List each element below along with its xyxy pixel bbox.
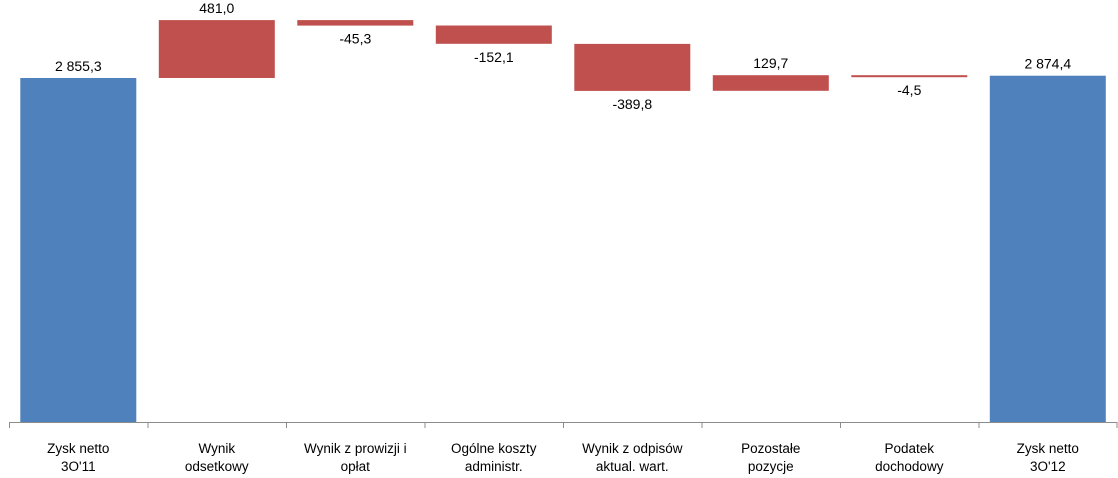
bar-2 <box>158 20 275 79</box>
bar-3 <box>297 20 414 26</box>
bar-6 <box>712 75 829 91</box>
value-label-7: -4,5 <box>897 82 921 98</box>
category-label-4-line-2: administr. <box>465 459 523 474</box>
category-label-6-line-1: Pozostałe <box>741 441 800 456</box>
category-label-8-line-1: Zysk netto <box>1017 441 1079 456</box>
x-axis <box>9 422 1118 428</box>
category-label-3-line-1: Wynik z prowizji i <box>304 441 407 456</box>
category-label-1-line-2: 3O'11 <box>61 459 96 474</box>
value-label-4: -152,1 <box>474 49 514 65</box>
category-label-5-line-1: Wynik z odpisów <box>582 441 683 456</box>
category-label-6-line-2: pozycje <box>748 459 794 474</box>
bar-8 <box>989 75 1106 422</box>
value-label-2: 481,0 <box>199 0 234 16</box>
value-label-5: -389,8 <box>612 96 652 112</box>
category-label-5-line-2: aktual. wart. <box>596 459 669 474</box>
value-label-1: 2 855,3 <box>55 58 102 74</box>
category-label-3-line-2: opłat <box>341 459 371 474</box>
category-label-4-line-1: Ogólne koszty <box>451 441 537 456</box>
bar-1 <box>20 78 137 422</box>
category-label-8-line-2: 3O'12 <box>1030 459 1066 474</box>
value-label-3: -45,3 <box>339 31 371 47</box>
category-label-7-line-2: dochodowy <box>875 459 944 474</box>
value-label-8: 2 874,4 <box>1024 56 1071 72</box>
value-label-6: 129,7 <box>753 55 788 71</box>
category-labels-layer: Zysk netto 3O'11 Wynik odsetkowy Wynik z pro… <box>47 441 1079 474</box>
category-label-1-line-1: Zysk netto <box>47 441 109 456</box>
category-label-7-line-1: Podatek <box>885 441 935 456</box>
bar-5 <box>574 43 691 91</box>
value-labels-layer: 2 855,3 481,0 -45,3 -152,1 -389,8 129,7 -4,5 2 … <box>55 0 1071 112</box>
category-label-2-line-2: odsetkowy <box>185 459 249 474</box>
bar-4 <box>435 25 552 44</box>
bars-layer <box>20 20 1106 422</box>
category-label-2-line-1: Wynik <box>198 441 235 456</box>
bar-7 <box>851 75 968 78</box>
